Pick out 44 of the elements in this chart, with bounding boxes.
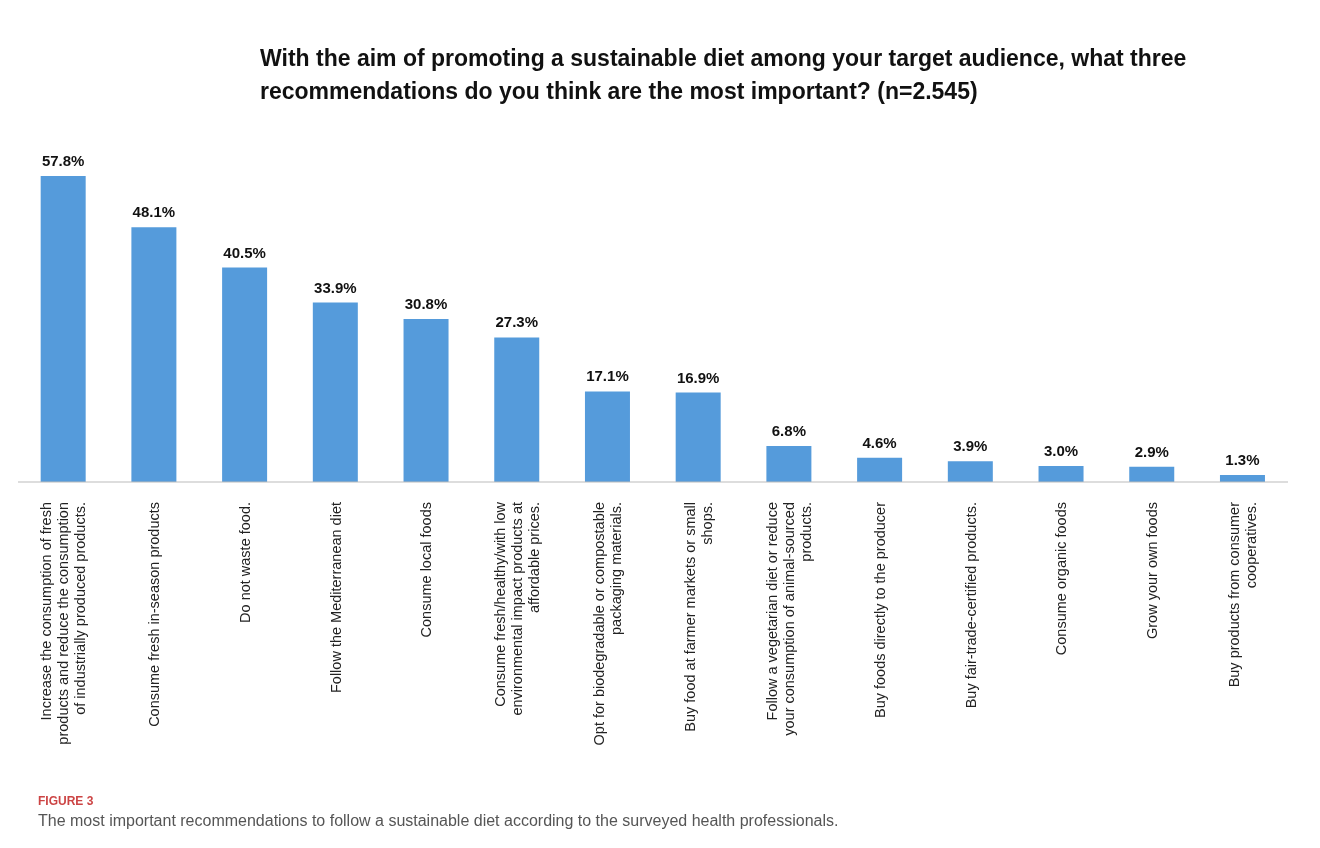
x-tick-label: Increase the consumption of fresh products and reduce the consumption of industrially produced products. xyxy=(38,502,89,745)
data-label: 6.8% xyxy=(771,422,806,439)
text: The most important recommendations to follow a sustainable diet according to the surveyed health professionals. xyxy=(38,812,840,830)
bar xyxy=(494,337,540,482)
x-tick-label: Follow the Mediterranean diet xyxy=(327,502,344,694)
bar xyxy=(403,318,449,482)
bar xyxy=(1038,466,1084,482)
bar xyxy=(1129,466,1175,482)
x-tick-label: Do not waste food. xyxy=(236,502,253,623)
data-label: 2.9% xyxy=(1134,442,1169,460)
bar xyxy=(40,176,86,482)
data-label: 48.1% xyxy=(132,203,176,221)
bar xyxy=(222,267,268,482)
data-label: 57.8% xyxy=(41,152,85,169)
caption: FIGURE 3 xyxy=(38,794,95,808)
bar xyxy=(675,392,721,482)
bar xyxy=(584,391,630,482)
x-tick-label: Opt for biodegradable or compostable packaging materials. xyxy=(591,502,625,746)
data-label: 27.3% xyxy=(495,313,539,331)
x-tick-label: Buy food at farmer markets or small shops. xyxy=(681,502,715,732)
x-tick-label: Consume fresh/healthy/with low environmental impact products at affordable prices. xyxy=(491,501,542,716)
bar xyxy=(131,227,177,482)
x-tick-label: Grow your own foods xyxy=(1143,502,1160,640)
x-tick-label: Buy foods directly to the producer xyxy=(871,501,888,719)
data-label: 1.3% xyxy=(1225,451,1260,469)
x-tick-label: Consume local foods xyxy=(418,502,435,638)
chart-title: With the aim of promoting a sustainable diet among your target audience, what three recommendations do you think are the most important? (n=2.545) xyxy=(259,44,1188,106)
data-label: 33.9% xyxy=(314,278,357,296)
x-tick-label: Follow a vegetarian diet or reduce your consumption of animal-sourced products. xyxy=(764,502,815,736)
data-label: 40.5% xyxy=(223,243,266,261)
data-label: 3.9% xyxy=(953,437,988,455)
bar xyxy=(947,461,993,482)
bar xyxy=(312,302,358,482)
data-label: 16.9% xyxy=(676,368,720,386)
x-tick-label: Buy products from consumer cooperatives. xyxy=(1226,501,1260,688)
x-tick-label: Consume fresh in-season products xyxy=(146,502,163,727)
bar xyxy=(857,457,903,482)
x-tick-label: Consume organic foods xyxy=(1053,502,1070,656)
x-tick-label: Buy fair-trade-certified products. xyxy=(962,502,979,709)
data-label: 30.8% xyxy=(404,294,448,312)
data-label: 4.6% xyxy=(862,433,897,451)
data-label: 3.0% xyxy=(1043,442,1079,460)
bar xyxy=(766,446,812,482)
data-label: 17.1% xyxy=(586,367,629,385)
